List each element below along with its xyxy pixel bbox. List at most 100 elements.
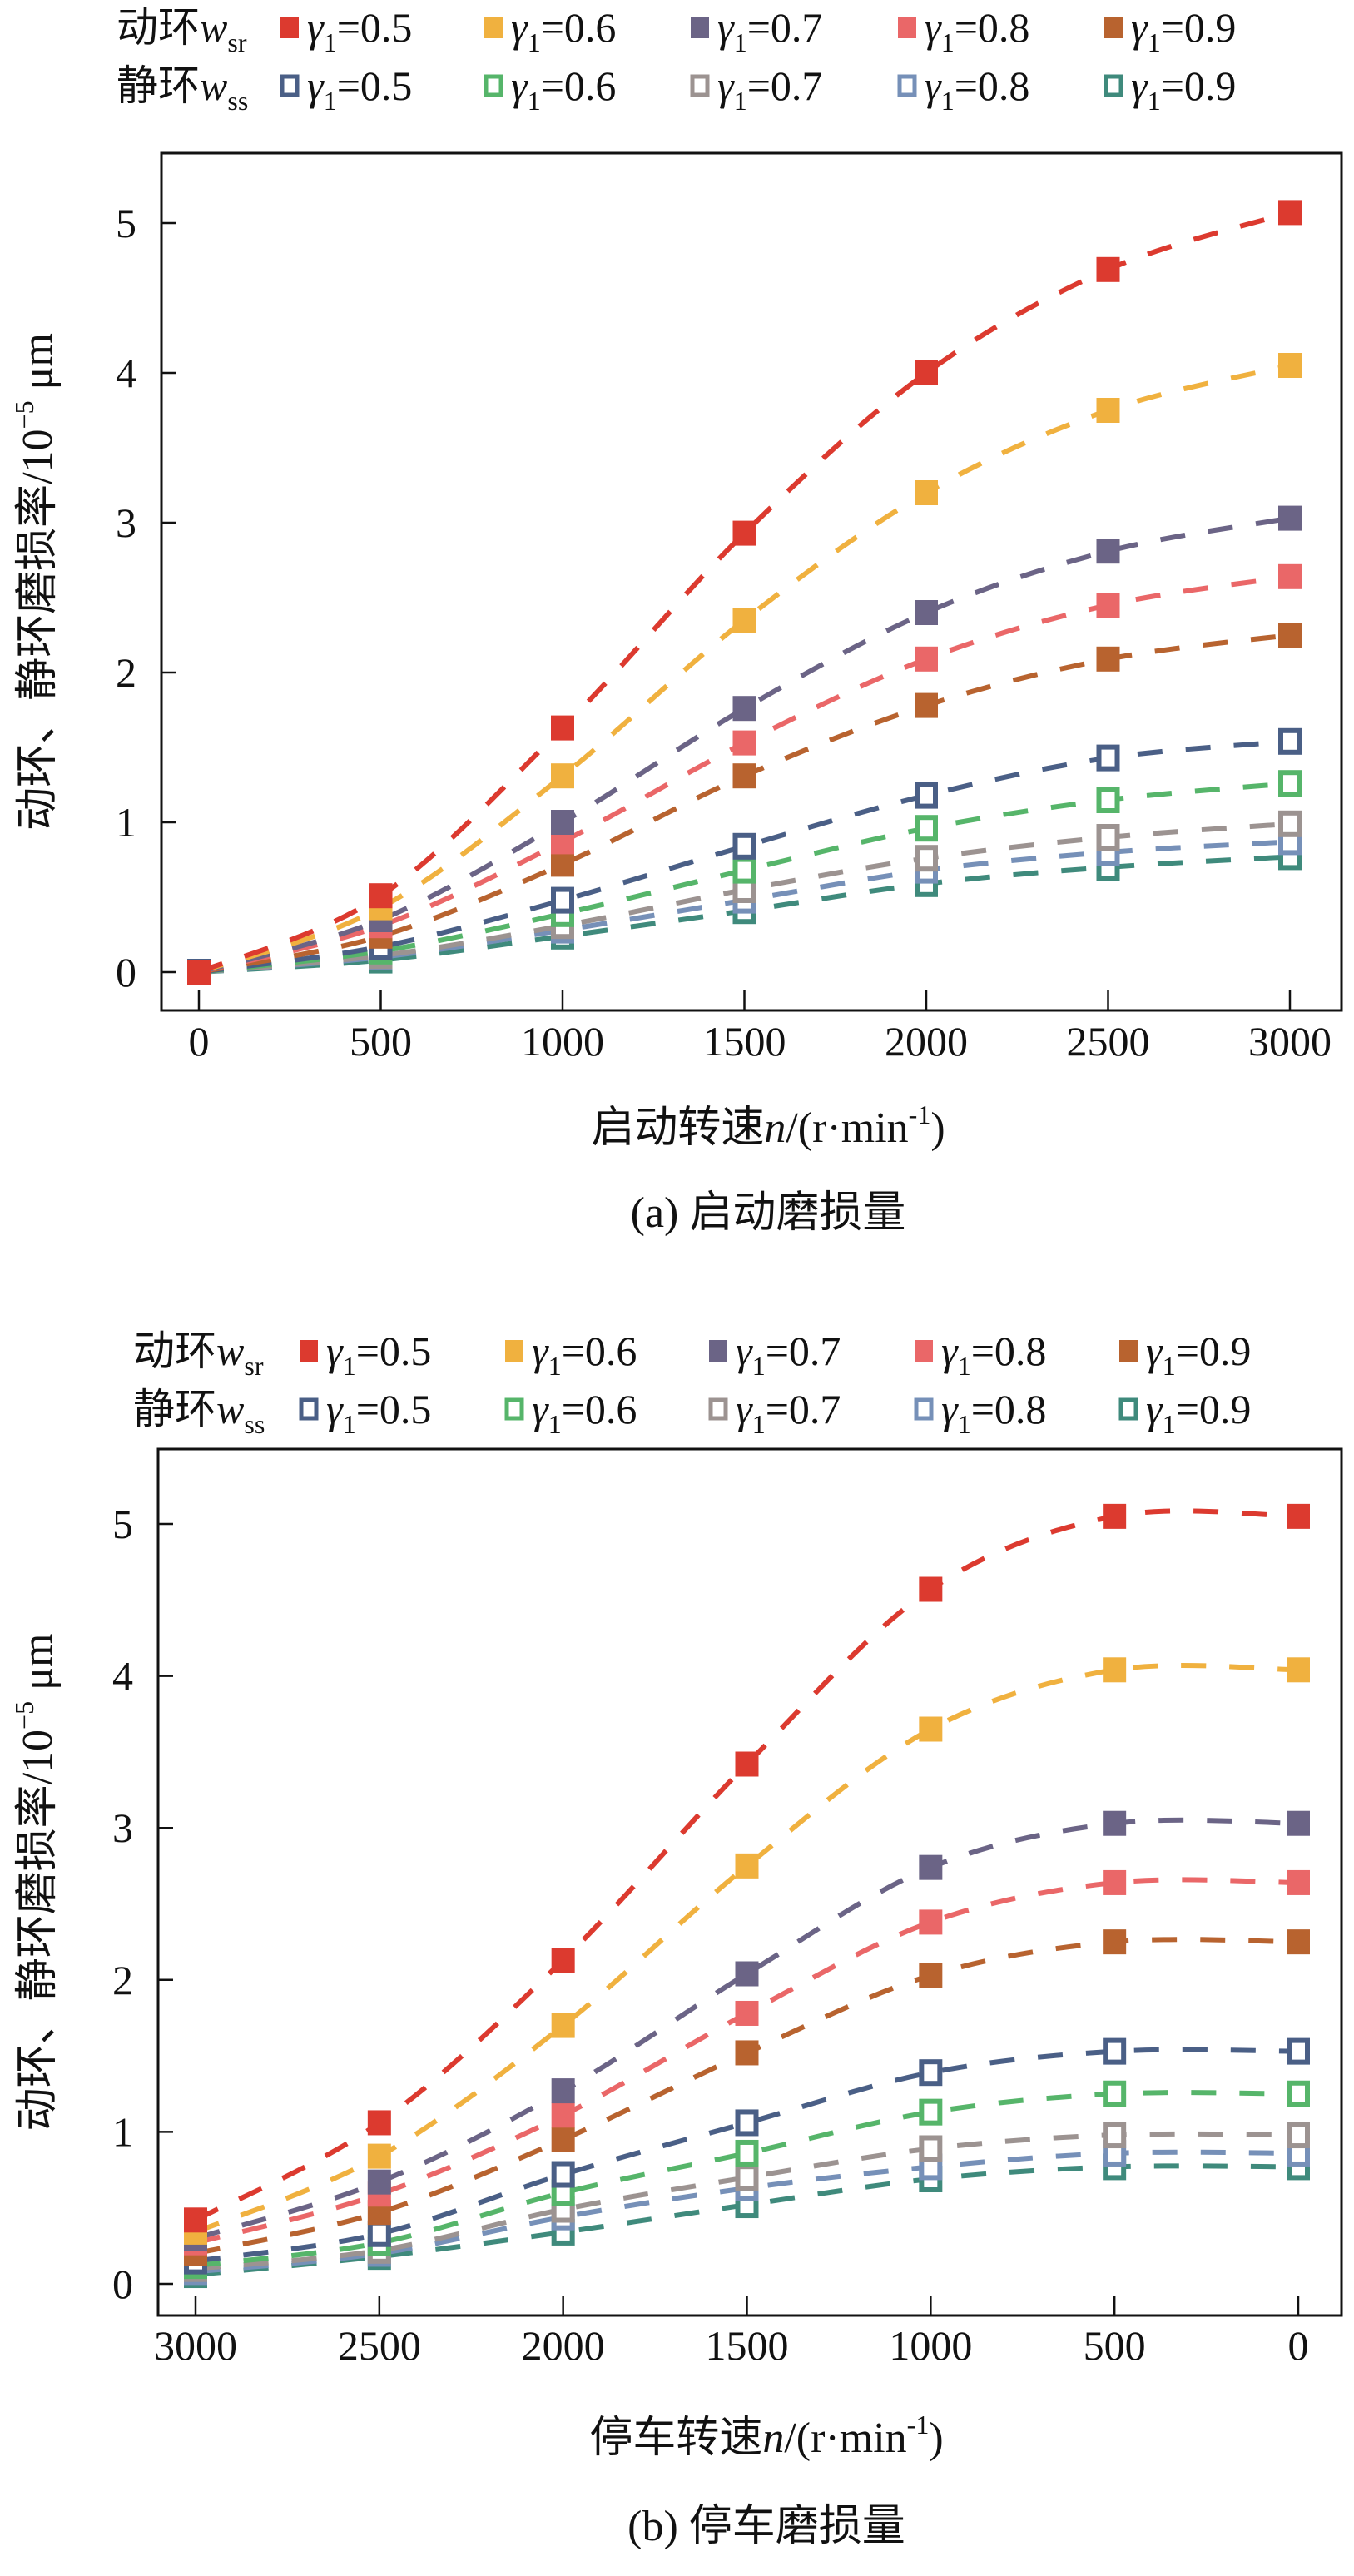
- data-point-hollow: [919, 2135, 943, 2162]
- legend-item: γ1=0.7: [691, 4, 822, 57]
- data-point-hollow: [1103, 2037, 1127, 2065]
- legend-label: γ1=0.7: [736, 1328, 841, 1381]
- legend: 动环wsr γ1=0.5 γ1=0.6 γ1=0.7 γ1=0.8 γ1=0.9 静环wss…: [133, 1328, 1251, 1439]
- data-point-filled: [1278, 353, 1302, 378]
- legend-item: γ1=0.8: [897, 62, 1029, 116]
- y-tick-label: 3: [116, 499, 136, 546]
- data-point-filled: [1103, 1503, 1127, 1529]
- data-point-hollow: [919, 2098, 943, 2126]
- data-point-filled: [551, 2078, 575, 2104]
- data-point-filled: [735, 2040, 759, 2066]
- data-point-filled: [1096, 256, 1120, 282]
- legend-marker-filled: [280, 17, 299, 38]
- legend-item: γ1=0.9: [1118, 1386, 1251, 1439]
- x-tick-label: 1000: [521, 1018, 604, 1065]
- legend-marker-hollow: [484, 74, 503, 97]
- legend-item: γ1=0.8: [914, 1386, 1046, 1439]
- legend-marker-hollow: [280, 74, 300, 97]
- legend-item: γ1=0.7: [690, 62, 822, 116]
- legend-label: γ1=0.5: [307, 62, 412, 116]
- legend-group-label: 动环wsr: [133, 1328, 264, 1381]
- panel-caption: (b) 停车磨损量: [627, 2503, 905, 2550]
- y-axis-title: 动环、静环磨损率/10−5 μm: [9, 1634, 62, 2132]
- chart-panel-a: 动环wsr γ1=0.5 γ1=0.6 γ1=0.7 γ1=0.8 γ1=0.9 静环wss…: [9, 4, 1343, 1237]
- legend-label: γ1=0.6: [532, 1328, 637, 1381]
- data-point-hollow: [915, 815, 938, 842]
- x-tick-label: 0: [1288, 2322, 1309, 2369]
- data-point-hollow: [735, 2164, 759, 2191]
- data-point-filled: [367, 2110, 391, 2136]
- y-tick-label: 4: [116, 350, 136, 396]
- data-point-hollow: [919, 2059, 943, 2087]
- legend-item: γ1=0.5: [299, 1386, 431, 1439]
- legend-item: γ1=0.8: [898, 4, 1029, 57]
- legend-marker-hollow: [1118, 1397, 1138, 1421]
- data-point-hollow: [551, 886, 574, 914]
- legend-marker-hollow: [299, 1397, 319, 1421]
- data-point-filled: [915, 692, 938, 718]
- plot-frame: [156, 1447, 1343, 2317]
- legend-marker-hollow: [914, 1397, 934, 1421]
- data-point-filled: [1096, 646, 1120, 672]
- legend-marker-hollow: [1104, 74, 1123, 97]
- y-tick-label: 5: [116, 200, 136, 246]
- data-point-filled: [1103, 1869, 1127, 1895]
- data-point-filled: [919, 1963, 943, 1988]
- data-point-filled: [551, 2127, 575, 2152]
- data-point-filled: [367, 2143, 391, 2169]
- data-point-filled: [187, 960, 211, 985]
- legend-item: γ1=0.9: [1104, 4, 1236, 57]
- x-axis-title: 停车转速n/(r·min-1): [589, 2410, 943, 2462]
- y-tick-label: 3: [112, 1804, 133, 1851]
- data-point-filled: [369, 883, 393, 909]
- plot-frame: [160, 151, 1343, 1012]
- legend-label: γ1=0.6: [532, 1386, 637, 1439]
- legend-marker-hollow: [708, 1397, 728, 1421]
- legend-item: γ1=0.8: [915, 1328, 1046, 1381]
- data-point-filled: [1278, 623, 1302, 648]
- data-point-hollow: [1278, 727, 1302, 755]
- y-tick-label: 2: [116, 649, 136, 696]
- data-point-filled: [551, 810, 574, 835]
- x-tick-label: 0: [189, 1018, 210, 1065]
- data-point-hollow: [735, 2109, 759, 2137]
- data-point-hollow: [1096, 824, 1120, 851]
- y-tick-label: 1: [112, 2108, 133, 2155]
- data-point-filled: [551, 2013, 575, 2038]
- x-axis-title: 启动转速n/(r·min-1): [591, 1099, 945, 1152]
- data-point-filled: [1287, 1810, 1310, 1836]
- data-point-hollow: [732, 832, 756, 860]
- legend-label: γ1=0.9: [1131, 62, 1236, 116]
- data-point-filled: [732, 520, 756, 546]
- legend-item: γ1=0.6: [484, 4, 616, 57]
- legend-label: γ1=0.6: [511, 4, 616, 57]
- data-point-filled: [732, 696, 756, 722]
- x-tick-label: 2000: [522, 2322, 605, 2369]
- y-tick-label: 4: [112, 1653, 133, 1700]
- legend-marker-hollow: [504, 1397, 524, 1421]
- legend-item: γ1=0.9: [1104, 62, 1236, 116]
- chart-panel-b: 动环wsr γ1=0.5 γ1=0.6 γ1=0.7 γ1=0.8 γ1=0.9 静环wss…: [9, 1328, 1343, 2550]
- legend-label: γ1=0.8: [941, 1386, 1046, 1439]
- legend-label: γ1=0.5: [307, 4, 412, 57]
- legend-label: γ1=0.5: [326, 1386, 431, 1439]
- x-tick-label: 500: [350, 1018, 412, 1065]
- y-tick-label: 5: [112, 1501, 133, 1547]
- data-point-filled: [915, 600, 938, 625]
- legend-marker-filled: [915, 1340, 933, 1362]
- data-point-hollow: [732, 856, 756, 884]
- data-point-filled: [551, 763, 574, 789]
- x-tick-label: 1500: [703, 1018, 786, 1065]
- legend-label: γ1=0.9: [1131, 4, 1236, 57]
- data-point-filled: [915, 646, 938, 672]
- data-point-hollow: [1103, 2080, 1127, 2107]
- data-point-hollow: [367, 2220, 391, 2247]
- legend-marker-filled: [898, 17, 916, 38]
- y-tick-label: 0: [116, 949, 136, 995]
- data-point-filled: [1287, 1657, 1310, 1683]
- data-point-hollow: [735, 2139, 759, 2167]
- data-point-filled: [915, 360, 938, 385]
- legend-label: γ1=0.9: [1146, 1386, 1251, 1439]
- data-point-filled: [551, 715, 574, 741]
- legend-item: γ1=0.5: [300, 1328, 431, 1381]
